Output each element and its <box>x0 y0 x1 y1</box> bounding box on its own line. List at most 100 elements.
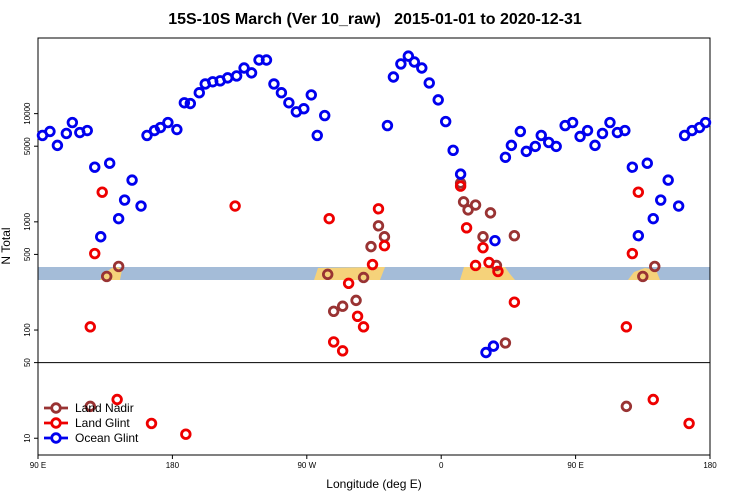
point <box>84 321 96 333</box>
y-axis-label: N Total <box>0 227 13 264</box>
y-tick-label: 5000 <box>23 137 32 155</box>
point <box>626 247 639 260</box>
point <box>238 62 250 74</box>
point <box>477 231 489 243</box>
point <box>408 56 421 68</box>
point <box>460 222 473 234</box>
point <box>89 247 101 260</box>
point <box>229 200 241 212</box>
point <box>550 140 562 153</box>
point <box>178 97 191 109</box>
point <box>499 337 512 349</box>
point <box>372 220 385 232</box>
point <box>604 116 616 129</box>
point <box>118 194 131 206</box>
point <box>508 229 521 242</box>
point <box>477 241 489 254</box>
point <box>60 127 73 140</box>
point <box>619 124 631 137</box>
point <box>457 196 470 208</box>
point <box>381 119 394 132</box>
point <box>454 168 467 180</box>
point <box>484 207 497 219</box>
point <box>520 145 533 158</box>
point <box>699 116 712 129</box>
point <box>171 123 183 136</box>
x-axis-label: Longitude (deg E) <box>326 477 421 491</box>
point <box>637 270 649 283</box>
point <box>596 127 609 140</box>
point <box>454 180 467 192</box>
point <box>620 400 633 413</box>
point <box>162 116 174 129</box>
point <box>489 234 501 247</box>
legend-label: Land Nadir <box>75 401 134 415</box>
point <box>351 310 364 322</box>
point <box>327 305 340 317</box>
point <box>581 124 594 137</box>
legend-label: Land Glint <box>75 416 130 430</box>
point <box>574 130 586 143</box>
point <box>126 174 138 186</box>
y-tick-label: 10000 <box>23 102 32 125</box>
point <box>357 321 370 333</box>
point <box>535 129 547 142</box>
point <box>230 70 243 82</box>
point <box>336 345 349 357</box>
point <box>499 151 512 163</box>
x-tick-label: 180 <box>166 461 180 470</box>
x-tick-label: 90 E <box>567 461 583 470</box>
series <box>84 180 695 440</box>
plot-frame <box>37 37 711 456</box>
point <box>672 200 685 212</box>
series <box>84 177 661 413</box>
legend-label: Ocean Glint <box>75 431 139 445</box>
point <box>423 77 435 89</box>
point <box>154 121 167 134</box>
point <box>647 212 659 225</box>
point <box>469 259 482 272</box>
point <box>84 400 96 413</box>
point <box>508 296 521 308</box>
point <box>683 417 695 430</box>
point <box>655 194 667 206</box>
point <box>336 300 349 312</box>
point <box>620 321 633 333</box>
point <box>323 212 335 225</box>
point <box>66 116 79 129</box>
point <box>416 62 428 74</box>
point <box>298 103 310 115</box>
point <box>632 229 645 242</box>
point <box>96 186 108 198</box>
point <box>275 87 288 99</box>
x-tick-label: 90 E <box>30 461 46 470</box>
point <box>641 157 653 169</box>
y-tick-label: 10 <box>23 433 32 442</box>
legend-marker <box>50 417 62 429</box>
point <box>319 109 331 122</box>
point <box>283 97 295 109</box>
point <box>647 393 659 406</box>
point <box>589 139 601 152</box>
point <box>184 97 197 110</box>
point <box>365 240 377 253</box>
point <box>395 58 407 70</box>
point <box>311 129 323 142</box>
chart-title: 15S-10S March (Ver 10_raw) 2015-01-01 to… <box>168 11 582 28</box>
point <box>327 336 340 348</box>
point <box>180 428 192 440</box>
y-tick-label: 500 <box>23 247 32 261</box>
point <box>626 161 639 173</box>
x-tick-label: 90 W <box>297 461 316 470</box>
y-tick-label: 50 <box>23 358 32 367</box>
point <box>112 260 125 273</box>
series <box>36 50 712 359</box>
point <box>100 270 113 283</box>
point <box>44 125 56 138</box>
point <box>112 212 125 225</box>
point <box>342 277 355 290</box>
point <box>350 294 362 307</box>
point <box>372 203 385 215</box>
y-tick-label: 100 <box>23 323 32 337</box>
